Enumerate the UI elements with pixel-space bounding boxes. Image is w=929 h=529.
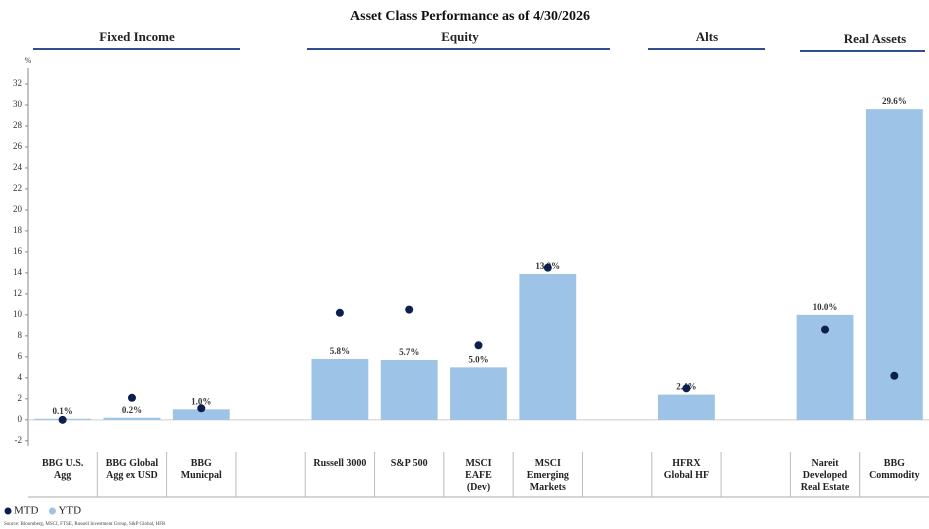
value-label: 1.0%: [191, 396, 211, 406]
x-tick-label: HFRX Global HF: [663, 458, 710, 481]
dot: [58, 415, 67, 424]
x-tick-label: S&P 500: [390, 458, 428, 469]
value-label: 10.0%: [813, 302, 838, 312]
y-tick-label: 26: [13, 141, 23, 151]
y-tick-label: 2: [18, 393, 23, 403]
value-label: 5.0%: [468, 354, 488, 364]
bar: [519, 273, 577, 420]
dot: [405, 305, 414, 314]
bar: [172, 409, 230, 420]
y-tick-label: 12: [13, 288, 22, 298]
y-tick-label: -2: [15, 435, 23, 445]
y-tick-label: 30: [13, 99, 23, 109]
x-tick-label: BBG Global Agg ex USD: [105, 458, 159, 481]
bar: [311, 358, 369, 420]
dot: [127, 393, 136, 402]
legend-label: YTD: [58, 505, 81, 517]
dot: [197, 404, 206, 413]
group-header: Alts: [696, 29, 718, 44]
bar: [380, 359, 438, 420]
dot: [543, 263, 552, 272]
bar: [450, 367, 507, 420]
value-label: 0.1%: [53, 406, 73, 416]
value-label: 0.2%: [122, 405, 142, 415]
x-tick-label: Russell 3000: [313, 458, 367, 469]
legend-swatch: [48, 507, 56, 515]
x-tick-label: BBG Municpal: [180, 458, 222, 481]
y-tick-label: 16: [13, 246, 23, 256]
x-tick-label: BBG U.S. Agg: [41, 458, 84, 481]
chart-title: Asset Class Performance as of 4/30/2026: [350, 9, 590, 24]
y-tick-label: 10: [13, 309, 23, 319]
y-tick-label: 22: [13, 183, 22, 193]
y-tick-label: 6: [18, 351, 23, 361]
group-header: Fixed Income: [99, 29, 175, 44]
y-tick-label: 0: [18, 414, 23, 424]
y-tick-label: 14: [13, 267, 23, 277]
value-label: 5.7%: [399, 347, 419, 357]
group-header: Real Assets: [844, 31, 906, 46]
dot: [890, 371, 899, 380]
x-tick-label: MSCI Emerging Markets: [526, 458, 569, 493]
legend-label: MTD: [14, 505, 39, 517]
y-tick-label: 18: [13, 225, 23, 235]
x-tick-label: Nareit Developed Real Estate: [800, 458, 850, 493]
dot: [474, 341, 483, 350]
x-tick-label: MSCI EAFE (Dev): [465, 458, 492, 493]
group-header: Equity: [441, 29, 479, 44]
value-label: 29.6%: [882, 96, 907, 106]
bar: [103, 417, 161, 420]
dot: [821, 325, 830, 334]
value-label: 5.8%: [330, 346, 350, 356]
source-note: Source: Bloomberg, MSCI, FTSE, Russell I…: [4, 522, 166, 527]
legend-swatch: [4, 507, 12, 515]
y-tick-label: 8: [18, 330, 23, 340]
bar: [865, 109, 923, 420]
x-tick-label: BBG Commodity: [869, 458, 920, 481]
y-tick-label: 20: [13, 204, 23, 214]
y-tick-label: 28: [13, 120, 23, 130]
y-tick-label: 32: [13, 78, 22, 88]
dot: [682, 384, 691, 393]
bar: [658, 394, 715, 420]
y-unit: %: [25, 56, 32, 65]
y-tick-label: 4: [18, 372, 23, 382]
y-tick-label: 24: [13, 162, 23, 172]
dot: [335, 308, 344, 317]
